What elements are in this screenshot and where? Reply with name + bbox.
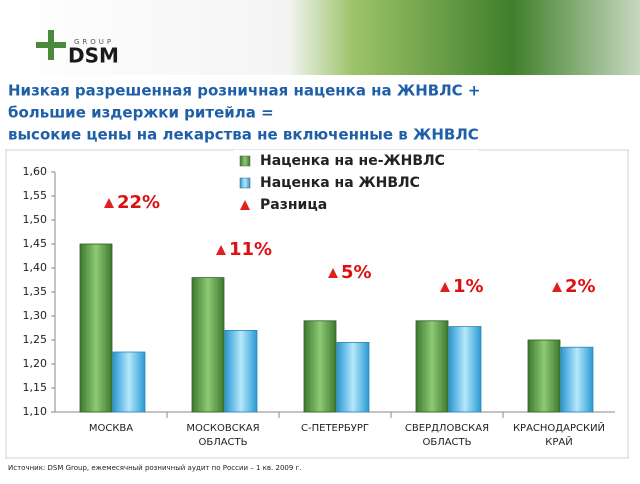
x-tick-label: С-ПЕТЕРБУРГ bbox=[301, 423, 369, 434]
x-tick-label: СВЕРДЛОВСКАЯ ОБЛАСТЬ bbox=[405, 423, 489, 448]
difference-label: 2% bbox=[565, 276, 596, 297]
logo-text: DSM bbox=[68, 44, 119, 68]
y-tick-label: 1,50 bbox=[23, 213, 48, 226]
legend-label: Разница bbox=[260, 197, 327, 213]
legend-swatch bbox=[240, 200, 250, 210]
difference-label: 5% bbox=[341, 262, 372, 283]
difference-marker bbox=[440, 282, 450, 292]
bar bbox=[191, 277, 225, 413]
bar bbox=[448, 326, 482, 413]
bar bbox=[527, 339, 561, 413]
x-tick-label: МОСКВА bbox=[89, 423, 133, 434]
x-tick-label: КРАСНОДАРСКИЙ КРАЙ bbox=[513, 421, 605, 448]
logo: DSM GROUP bbox=[36, 30, 119, 68]
y-tick-label: 1,25 bbox=[23, 333, 48, 346]
legend-box bbox=[234, 150, 478, 218]
y-tick-label: 1,20 bbox=[23, 357, 48, 370]
legend-swatch bbox=[239, 177, 251, 189]
difference-marker bbox=[552, 282, 562, 292]
title-line: высокие цены на лекарства не включенные … bbox=[8, 126, 479, 144]
bar bbox=[336, 341, 370, 413]
legend-swatch bbox=[239, 155, 251, 167]
bar bbox=[560, 346, 594, 413]
x-tick-label: МОСКОВСКАЯ ОБЛАСТЬ bbox=[186, 423, 259, 448]
logo-sub: GROUP bbox=[74, 38, 114, 46]
difference-marker bbox=[328, 268, 338, 278]
y-tick-label: 1,10 bbox=[23, 405, 48, 418]
y-tick-label: 1,55 bbox=[23, 189, 48, 202]
y-tick-label: 1,40 bbox=[23, 261, 48, 274]
bar bbox=[415, 320, 449, 413]
y-tick-label: 1,30 bbox=[23, 309, 48, 322]
difference-label: 22% bbox=[117, 192, 160, 213]
legend-label: Наценка на не-ЖНВЛС bbox=[260, 153, 445, 169]
y-tick-label: 1,15 bbox=[23, 381, 48, 394]
bar bbox=[112, 351, 146, 413]
difference-label: 1% bbox=[453, 276, 484, 297]
bar bbox=[224, 329, 258, 413]
bar bbox=[79, 243, 113, 413]
y-tick-label: 1,60 bbox=[23, 165, 48, 178]
bar bbox=[303, 320, 337, 413]
y-tick-label: 1,35 bbox=[23, 285, 48, 298]
title-line: большие издержки ритейла = bbox=[8, 104, 274, 122]
difference-label: 11% bbox=[229, 239, 272, 260]
header-band bbox=[0, 0, 640, 75]
legend-label: Наценка на ЖНВЛС bbox=[260, 175, 420, 191]
difference-marker bbox=[104, 198, 114, 208]
title-line: Низкая разрешенная розничная наценка на … bbox=[8, 82, 480, 100]
difference-marker bbox=[216, 245, 226, 255]
source-note: Источник: DSM Group, ежемесячный розничн… bbox=[8, 464, 301, 472]
y-tick-label: 1,45 bbox=[23, 237, 48, 250]
